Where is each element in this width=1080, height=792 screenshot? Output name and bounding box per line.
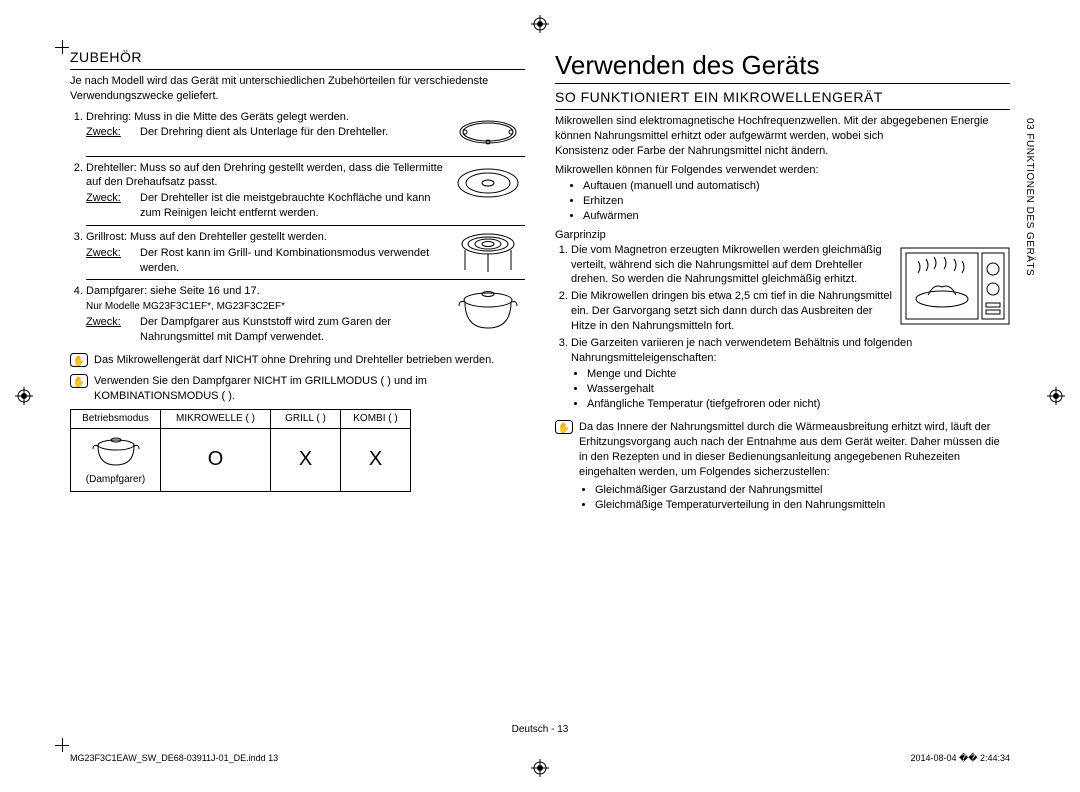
warning-note: ✋ Das Mikrowellengerät darf NICHT ohne D… xyxy=(70,353,525,368)
tip-text: Da das Innere der Nahrungsmittel durch d… xyxy=(579,421,1000,478)
list-item: Gleichmäßiger Garzustand der Nahrungsmit… xyxy=(595,483,1010,498)
subheading: Garprinzip xyxy=(555,228,1010,243)
table-cell: X xyxy=(271,428,341,491)
warning-note: ✋ Verwenden Sie den Dampfgarer NICHT im … xyxy=(70,374,525,404)
modes-table: Betriebsmodus MIKROWELLE ( ) GRILL ( ) K… xyxy=(70,409,411,492)
svg-text:✋: ✋ xyxy=(73,375,85,388)
footer-timestamp: 2014-08-04 �� 2:44:34 xyxy=(910,752,1010,764)
footer-page-number: Deutsch - 13 xyxy=(512,723,569,737)
warning-text: Verwenden Sie den Dampfgarer NICHT im GR… xyxy=(94,374,525,404)
turntable-icon xyxy=(451,161,525,205)
table-header: MIKROWELLE ( ) xyxy=(161,410,271,429)
steam-cooker-icon xyxy=(90,433,142,471)
list-item: Die Garzeiten variieren je nach verwende… xyxy=(571,336,1010,412)
caution-icon: ✋ xyxy=(70,353,88,367)
list-item: Erhitzen xyxy=(583,194,1010,209)
purpose-label: Zweck: xyxy=(86,315,132,345)
list-item: Gleichmäßige Temperaturverteilung in den… xyxy=(595,498,1010,513)
list-item: Menge und Dichte xyxy=(587,367,1010,382)
table-cell: O xyxy=(161,428,271,491)
left-column: ZUBEHÖR Je nach Modell wird das Gerät mi… xyxy=(70,48,525,668)
accessory-item: Drehteller: Muss so auf den Drehring ges… xyxy=(86,161,525,226)
crop-mark-icon xyxy=(55,40,69,54)
tip-note: ✋ Da das Innere der Nahrungsmittel durch… xyxy=(555,420,1010,515)
table-header: Betriebsmodus xyxy=(71,410,161,429)
accessory-title: Drehring: Muss in die Mitte des Geräts g… xyxy=(86,111,349,123)
footer-filename: MG23F3C1EAW_SW_DE68-03911J-01_DE.indd 13 xyxy=(70,752,278,764)
body-text: Konsistenz oder Farbe der Nahrungsmittel… xyxy=(555,144,1010,159)
accessory-item: Grillrost: Muss auf den Drehteller geste… xyxy=(86,230,525,281)
side-tab-label: 03 FUNKTIONEN DES GERÄTS xyxy=(1023,118,1037,276)
purpose-label: Zweck: xyxy=(86,125,132,140)
intro-text: Je nach Modell wird das Gerät mit unters… xyxy=(70,74,525,104)
table-header: KOMBI ( ) xyxy=(341,410,411,429)
steam-cooker-icon xyxy=(451,284,525,340)
table-header: GRILL ( ) xyxy=(271,410,341,429)
purpose-text: Der Dampfgarer aus Kunststoff wird zum G… xyxy=(140,315,445,345)
purpose-text: Der Drehring dient als Unterlage für den… xyxy=(140,125,445,140)
list-item-text: Die Garzeiten variieren je nach verwende… xyxy=(571,337,912,364)
accessory-item: Drehring: Muss in die Mitte des Geräts g… xyxy=(86,110,525,157)
section-heading-howworks: SO FUNKTIONIERT EIN MIKROWELLENGERÄT xyxy=(555,88,1010,110)
roller-ring-icon xyxy=(451,110,525,154)
steam-cooker-cell: (Dampfgarer) xyxy=(77,431,154,489)
accessory-title: Grillrost: Muss auf den Drehteller geste… xyxy=(86,231,327,243)
purpose-label: Zweck: xyxy=(86,246,132,276)
registration-mark-icon xyxy=(15,387,33,405)
accessory-title: Drehteller: Muss so auf den Drehring ges… xyxy=(86,162,443,189)
hand-icon: ✋ xyxy=(555,420,573,434)
list-item: Anfängliche Temperatur (tiefgefroren ode… xyxy=(587,397,1010,412)
model-note: Nur Modelle MG23F3C1EF*, MG23F3C2EF* xyxy=(86,301,285,312)
accessory-title: Dampfgarer: siehe Seite 16 und 17. xyxy=(86,285,260,297)
registration-mark-icon xyxy=(531,759,549,777)
right-column: Verwenden des Geräts SO FUNKTIONIERT EIN… xyxy=(555,48,1010,668)
table-row-label: (Dampfgarer) xyxy=(86,473,145,487)
registration-mark-icon xyxy=(531,15,549,33)
body-text: Mikrowellen sind elektromagnetische Hoch… xyxy=(555,114,1010,144)
list-item: Aufwärmen xyxy=(583,209,1010,224)
caution-icon: ✋ xyxy=(70,374,88,388)
list-item: Auftauen (manuell und automatisch) xyxy=(583,179,1010,194)
crop-mark-icon xyxy=(55,738,69,752)
section-heading-accessories: ZUBEHÖR xyxy=(70,48,525,70)
warning-text: Das Mikrowellengerät darf NICHT ohne Dre… xyxy=(94,353,494,368)
microwave-diagram-icon xyxy=(900,247,1010,325)
registration-mark-icon xyxy=(1047,387,1065,405)
accessory-item: Dampfgarer: siehe Seite 16 und 17. Nur M… xyxy=(86,284,525,346)
table-cell: X xyxy=(341,428,411,491)
body-text: Mikrowellen können für Folgendes verwend… xyxy=(555,163,1010,178)
purpose-label: Zweck: xyxy=(86,191,132,221)
purpose-text: Der Rost kann im Grill- und Kombinations… xyxy=(140,246,445,276)
svg-text:✋: ✋ xyxy=(73,354,85,367)
svg-text:✋: ✋ xyxy=(558,421,570,434)
page-title: Verwenden des Geräts xyxy=(555,48,1010,84)
list-item: Wassergehalt xyxy=(587,382,1010,397)
purpose-text: Der Drehteller ist die meistgebrauchte K… xyxy=(140,191,445,221)
grill-rack-icon xyxy=(451,230,525,274)
